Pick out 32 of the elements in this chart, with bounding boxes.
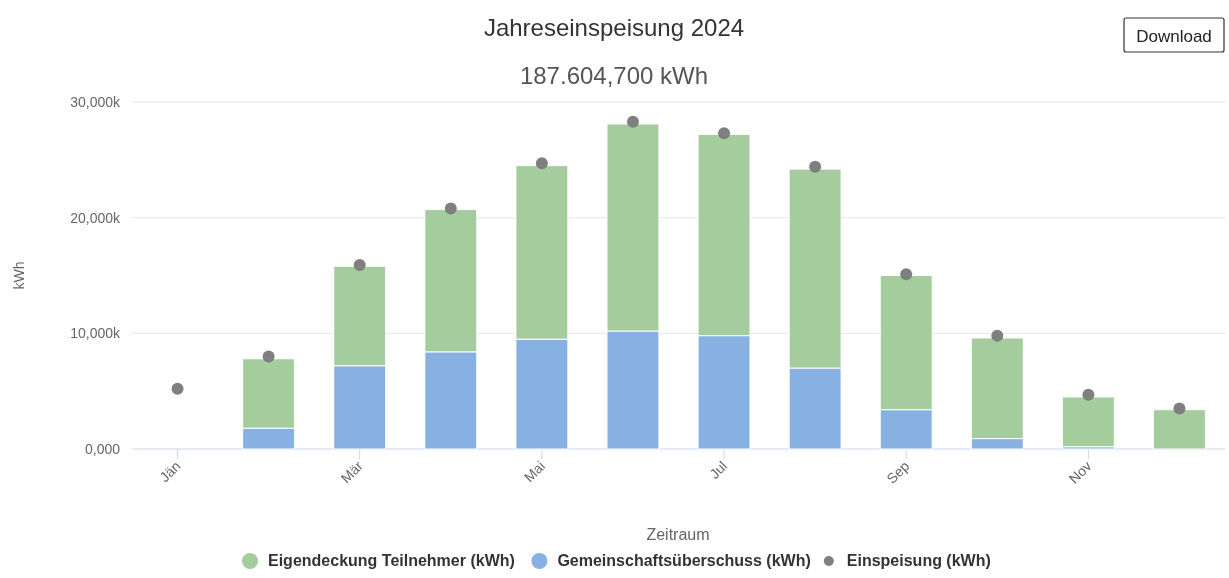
- x-tick-label: Jul: [706, 457, 731, 482]
- point: [991, 329, 1004, 342]
- legend-label: Einspeisung (kWh): [846, 552, 991, 569]
- bar: [1153, 409, 1206, 450]
- x-tick-label: Mai: [520, 457, 548, 486]
- point: [535, 157, 548, 170]
- y-axis-title: kWh: [11, 261, 27, 290]
- download-button: Download: [1123, 17, 1225, 53]
- y-tick-label: 10,000k: [70, 325, 121, 342]
- point: [444, 202, 457, 215]
- y-tick-label: 20,000k: [70, 209, 121, 226]
- point: [1082, 388, 1095, 401]
- x-tick-label: Jän: [156, 457, 184, 486]
- point: [809, 160, 822, 173]
- chart-title: Jahreseinspeisung 2024: [483, 14, 745, 41]
- x-tick-label: Sep: [883, 457, 913, 487]
- x-tick-label: Nov: [1065, 457, 1095, 487]
- bar: [1061, 396, 1115, 448]
- point: [171, 382, 184, 395]
- y-tick-label: 0,000: [84, 441, 121, 457]
- point: [718, 127, 731, 140]
- point: [353, 259, 366, 272]
- point: [626, 115, 639, 128]
- legend-label: Gemeinschaftsüberschuss (kWh): [557, 552, 811, 569]
- point: [1173, 402, 1186, 415]
- legend-label: Eigendeckung Teilnehmer (kWh): [268, 552, 515, 569]
- y-tick-label: 30,000k: [70, 94, 121, 110]
- point: [900, 268, 913, 281]
- chart-subtitle: 187.604,700 kWh: [519, 62, 709, 89]
- x-axis-title: Zeitraum: [646, 526, 710, 543]
- point: [262, 350, 275, 363]
- x-tick-label: Mär: [337, 457, 367, 487]
